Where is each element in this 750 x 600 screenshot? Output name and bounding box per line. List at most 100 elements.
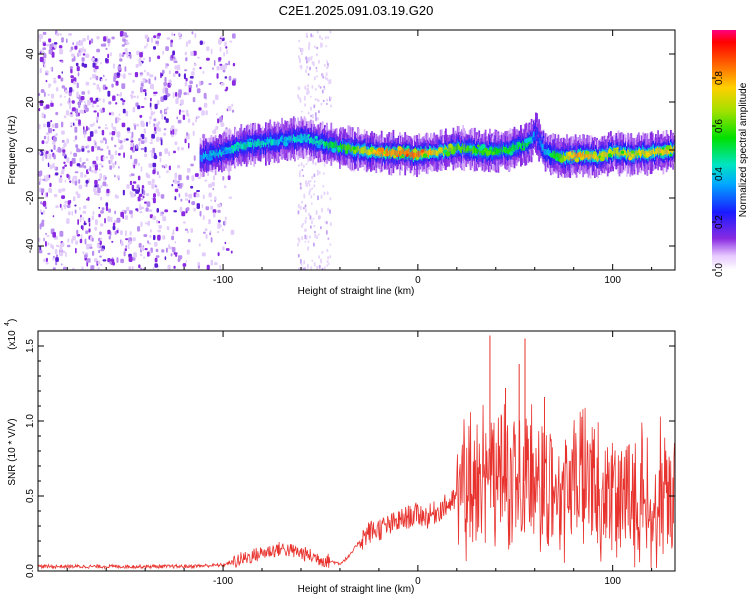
noise-blob [96, 105, 100, 108]
noise-blob [190, 185, 194, 189]
noise-blob [178, 73, 181, 77]
noise-blob [66, 157, 70, 163]
ridge-peak [559, 157, 565, 163]
noise-blob [50, 102, 54, 107]
noise-blob [53, 166, 56, 170]
ridge-cell [477, 149, 479, 154]
noise-blob [55, 205, 59, 209]
noise-blob [205, 206, 210, 211]
noise-blob [51, 93, 55, 99]
noise-blob [170, 39, 174, 43]
noise-blob [143, 128, 146, 134]
noise-blob [122, 99, 126, 103]
ridge-cell [555, 153, 558, 160]
ridge-cell [319, 139, 322, 146]
noise-blob [210, 205, 214, 210]
noise-blob [190, 163, 194, 167]
ridge-cell [541, 144, 544, 152]
ridge-cell [298, 135, 301, 142]
ridge-cell [618, 152, 621, 158]
noise-blob [39, 170, 43, 176]
ridge-cell [427, 150, 430, 158]
ridge-cell [554, 150, 557, 156]
ridge-cell [630, 151, 633, 156]
noise-blob [129, 190, 132, 196]
noise-blob [183, 92, 187, 96]
noise-blob [138, 61, 142, 67]
noise-blob [217, 203, 222, 208]
noise-blob [211, 181, 215, 187]
noise-blob [75, 118, 79, 121]
noise-blob [324, 221, 327, 224]
ridge-cell [255, 140, 258, 147]
noise-blob [323, 87, 326, 91]
noise-blob [87, 168, 90, 173]
ridge-cell [670, 145, 672, 153]
noise-blob [125, 110, 129, 117]
noise-blob [216, 113, 218, 116]
noise-blob [212, 67, 214, 71]
noise-blob [134, 72, 139, 78]
noise-blob [300, 64, 303, 70]
ridge-cell [449, 146, 452, 152]
ridge-peak [352, 146, 357, 150]
colorbar: 0.00.20.40.60.8 Normalized spectral ampl… [712, 30, 749, 277]
noise-blob [301, 224, 303, 228]
noise-blob [68, 97, 71, 103]
noise-blob [225, 86, 229, 91]
noise-blob [92, 82, 96, 86]
noise-blob [72, 122, 75, 126]
ridge-cell [356, 146, 358, 153]
ridge-cell [330, 141, 333, 148]
noise-blob [220, 82, 225, 86]
noise-blob [314, 88, 317, 91]
noise-blob [326, 65, 329, 69]
ridge-cell [220, 150, 222, 156]
ridge-cell [300, 133, 303, 141]
noise-blob [155, 91, 158, 95]
noise-blob [163, 128, 167, 131]
noise-blob [89, 123, 94, 127]
noise-blob [143, 69, 146, 73]
noise-blob [150, 138, 153, 142]
ridge-peak [322, 146, 326, 150]
noise-blob [49, 43, 52, 50]
noise-blob [111, 240, 114, 243]
ridge-cell [557, 153, 560, 159]
noise-blob [100, 78, 104, 82]
noise-blob [112, 225, 116, 231]
noise-blob [177, 146, 180, 151]
noise-blob [197, 56, 200, 59]
noise-blob [45, 79, 48, 83]
ridge-cell [326, 140, 328, 146]
snr-ylabel: SNR (10 * V/V) [7, 418, 18, 485]
ridge-cell [234, 144, 236, 152]
noise-blob [188, 87, 192, 93]
y-tick-label: -20 [25, 190, 36, 205]
noise-blob [310, 266, 313, 270]
noise-blob [82, 217, 84, 221]
noise-blob [65, 251, 67, 257]
noise-blob [42, 202, 46, 206]
noise-blob [135, 144, 138, 149]
noise-blob [188, 199, 190, 204]
noise-blob [47, 93, 50, 96]
noise-blob [132, 181, 137, 184]
ridge-peak [469, 145, 473, 149]
noise-blob [82, 46, 84, 52]
ridge-peak [509, 151, 514, 156]
ridge-cell [435, 149, 438, 156]
ridge-cell [328, 143, 331, 150]
ridge-cell [658, 147, 660, 156]
ridge-cell [261, 140, 264, 145]
spectrogram-ylabel: Frequency (Hz) [7, 116, 18, 185]
noise-blob [319, 215, 321, 220]
noise-blob [94, 65, 99, 70]
noise-blob [326, 98, 328, 102]
noise-blob [307, 84, 309, 88]
noise-blob [176, 181, 178, 185]
noise-blob [302, 222, 304, 226]
noise-blob [161, 249, 165, 253]
noise-blob [92, 74, 96, 79]
noise-blob [74, 209, 77, 214]
